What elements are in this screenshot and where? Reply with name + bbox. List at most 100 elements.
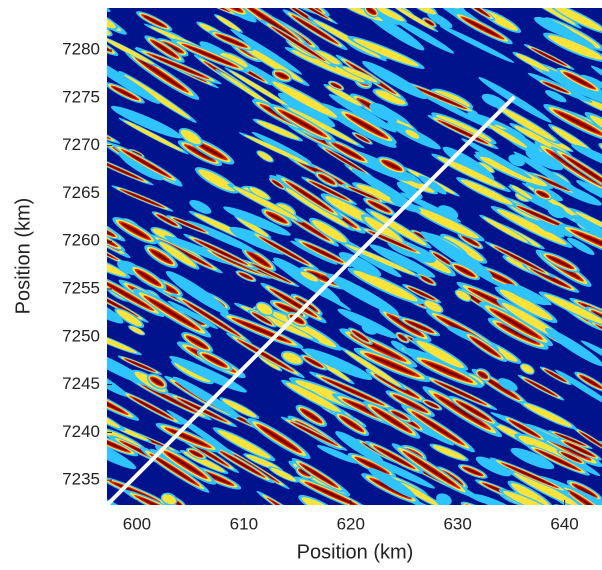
texture-streak <box>251 131 312 164</box>
y-tick-label: 7270 <box>62 135 100 154</box>
profile-line <box>107 95 516 505</box>
texture-streak <box>313 20 381 58</box>
texture-streak <box>107 290 135 315</box>
texture-streak <box>389 315 421 335</box>
texture-streak <box>566 442 593 456</box>
texture-streak <box>126 359 154 371</box>
texture-streak <box>353 270 418 302</box>
texture-streak <box>187 303 236 334</box>
texture-streak <box>425 401 439 408</box>
texture-streak <box>345 350 402 388</box>
texture-streak <box>107 282 150 309</box>
texture-streak <box>499 324 537 343</box>
texture-streak <box>197 142 225 159</box>
texture-streak <box>162 509 202 538</box>
texture-streak <box>424 300 442 313</box>
texture-streak <box>407 454 456 486</box>
texture-streak <box>580 340 602 386</box>
x-tick-label: 620 <box>337 514 365 533</box>
texture-streak <box>175 219 204 232</box>
texture-streak <box>375 90 406 105</box>
texture-streak <box>62 508 121 537</box>
texture-streak <box>515 53 550 72</box>
texture-streak <box>107 13 116 29</box>
y-tick-label: 7250 <box>62 326 100 345</box>
texture-streak <box>123 190 161 207</box>
texture-streak <box>153 456 196 484</box>
texture-streak <box>222 452 262 476</box>
texture-streak <box>511 421 539 437</box>
texture-streak <box>455 266 474 276</box>
texture-streak <box>210 0 227 1</box>
texture-streak <box>186 45 234 66</box>
texture-streak <box>139 59 185 90</box>
texture-streak <box>166 409 235 456</box>
texture-streak <box>521 364 534 374</box>
texture-streak <box>511 483 551 505</box>
texture-streak <box>230 29 303 75</box>
texture-streak <box>581 376 602 388</box>
texture-streak <box>132 397 171 418</box>
texture-streak <box>374 408 409 431</box>
texture-streak <box>151 377 163 386</box>
texture-streak <box>276 72 288 79</box>
y-tick-label: 7260 <box>62 231 100 250</box>
texture-streak <box>246 454 281 471</box>
x-axis-label: Position (km) <box>297 541 414 563</box>
texture-streak <box>129 326 144 335</box>
texture-streak <box>204 354 226 367</box>
texture-streak <box>304 348 373 380</box>
texture-streak <box>220 52 248 68</box>
texture-streak <box>305 244 341 261</box>
x-tick-label: 610 <box>230 514 258 533</box>
texture-streak <box>416 87 463 108</box>
texture-streak <box>414 207 479 239</box>
texture-streak <box>107 330 137 354</box>
texture-streak <box>593 311 602 326</box>
texture-streak <box>527 380 555 396</box>
texture-streak <box>369 355 416 375</box>
texture-streak <box>466 8 489 16</box>
texture-streak <box>159 242 197 268</box>
texture-streak <box>223 206 291 236</box>
texture-streak <box>535 220 561 235</box>
texture-streak <box>56 505 126 540</box>
texture-streak <box>567 237 595 256</box>
texture-streak <box>566 157 602 189</box>
texture-streak <box>425 361 469 381</box>
texture-streak <box>275 29 322 59</box>
texture-streak <box>514 125 567 154</box>
texture-streak <box>284 8 325 17</box>
texture-streak <box>546 370 566 382</box>
texture-streak <box>267 212 286 223</box>
texture-streak <box>520 207 563 227</box>
y-tick-label: 7265 <box>62 183 100 202</box>
texture-streak <box>573 484 596 497</box>
texture-streak <box>302 465 335 486</box>
texture-streak <box>456 290 471 301</box>
texture-streak <box>236 216 269 237</box>
texture-streak <box>518 435 566 459</box>
texture-streak <box>312 220 347 243</box>
texture-streak <box>443 236 484 262</box>
texture-streak <box>555 369 602 408</box>
texture-streak <box>531 0 587 6</box>
texture-streak <box>420 276 433 284</box>
texture-streak <box>478 372 488 379</box>
texture-streak <box>107 285 124 324</box>
texture-streak <box>525 149 564 171</box>
texture-streak <box>198 169 236 192</box>
texture-streak <box>499 289 553 321</box>
texture-streak <box>331 83 341 89</box>
texture-streak <box>107 52 160 104</box>
texture-streak <box>544 82 567 92</box>
x-tick-label: 600 <box>123 514 151 533</box>
texture-streak <box>295 17 335 42</box>
texture-streak <box>209 0 229 3</box>
texture-streak <box>244 134 310 166</box>
texture-streak <box>369 102 396 122</box>
texture-streak <box>513 151 587 198</box>
texture-streak <box>420 231 493 279</box>
texture-streak <box>229 70 290 107</box>
texture-streak <box>294 423 334 444</box>
